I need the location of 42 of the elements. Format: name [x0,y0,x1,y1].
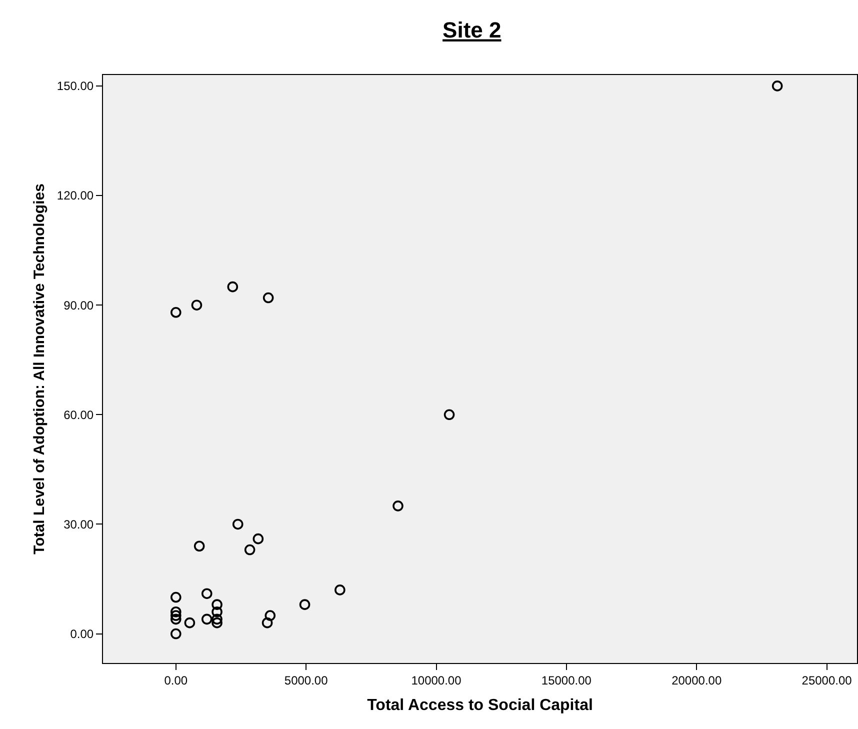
point [262,617,273,628]
point [170,606,182,618]
point [170,592,182,603]
y-tick-label: 150.00 [56,79,94,94]
point [212,617,222,628]
point [170,614,182,625]
y-tick-label: 120.00 [56,188,94,203]
x-tick-label: 0.00 [164,673,188,688]
y-tick-label: 30.00 [64,517,94,532]
point [184,617,196,628]
point [334,584,346,596]
chart-title: Site 2 [442,17,502,42]
point [252,533,264,544]
x-axis-title: Total Access to Social Capital [367,697,593,714]
point [772,80,783,92]
point [201,588,212,600]
y-axis-title: Total Level of Adoption: All Innovative Technologies [31,184,48,554]
point [262,292,274,304]
point [232,518,244,530]
x-tick-label: 5000.00 [284,673,328,688]
y-tick-label: 90.00 [64,298,94,312]
point [227,281,238,292]
point [170,306,182,318]
point [212,606,222,618]
point [201,614,212,625]
point [444,409,455,420]
x-tick-label: 15000.00 [541,673,592,688]
point [392,500,404,512]
point [212,614,222,625]
point [244,544,256,556]
point [212,599,222,610]
x-tick-label: 25000.00 [802,673,852,688]
y-tick-label: 0.00 [70,626,94,641]
x-tick-label: 10000.00 [411,673,462,688]
point [170,610,182,621]
point [299,599,310,610]
y-tick-label: 60.00 [64,408,94,422]
point [264,610,276,621]
point [170,628,182,640]
x-tick-label: 20000.00 [672,673,722,688]
point [194,540,205,552]
point [191,300,202,310]
